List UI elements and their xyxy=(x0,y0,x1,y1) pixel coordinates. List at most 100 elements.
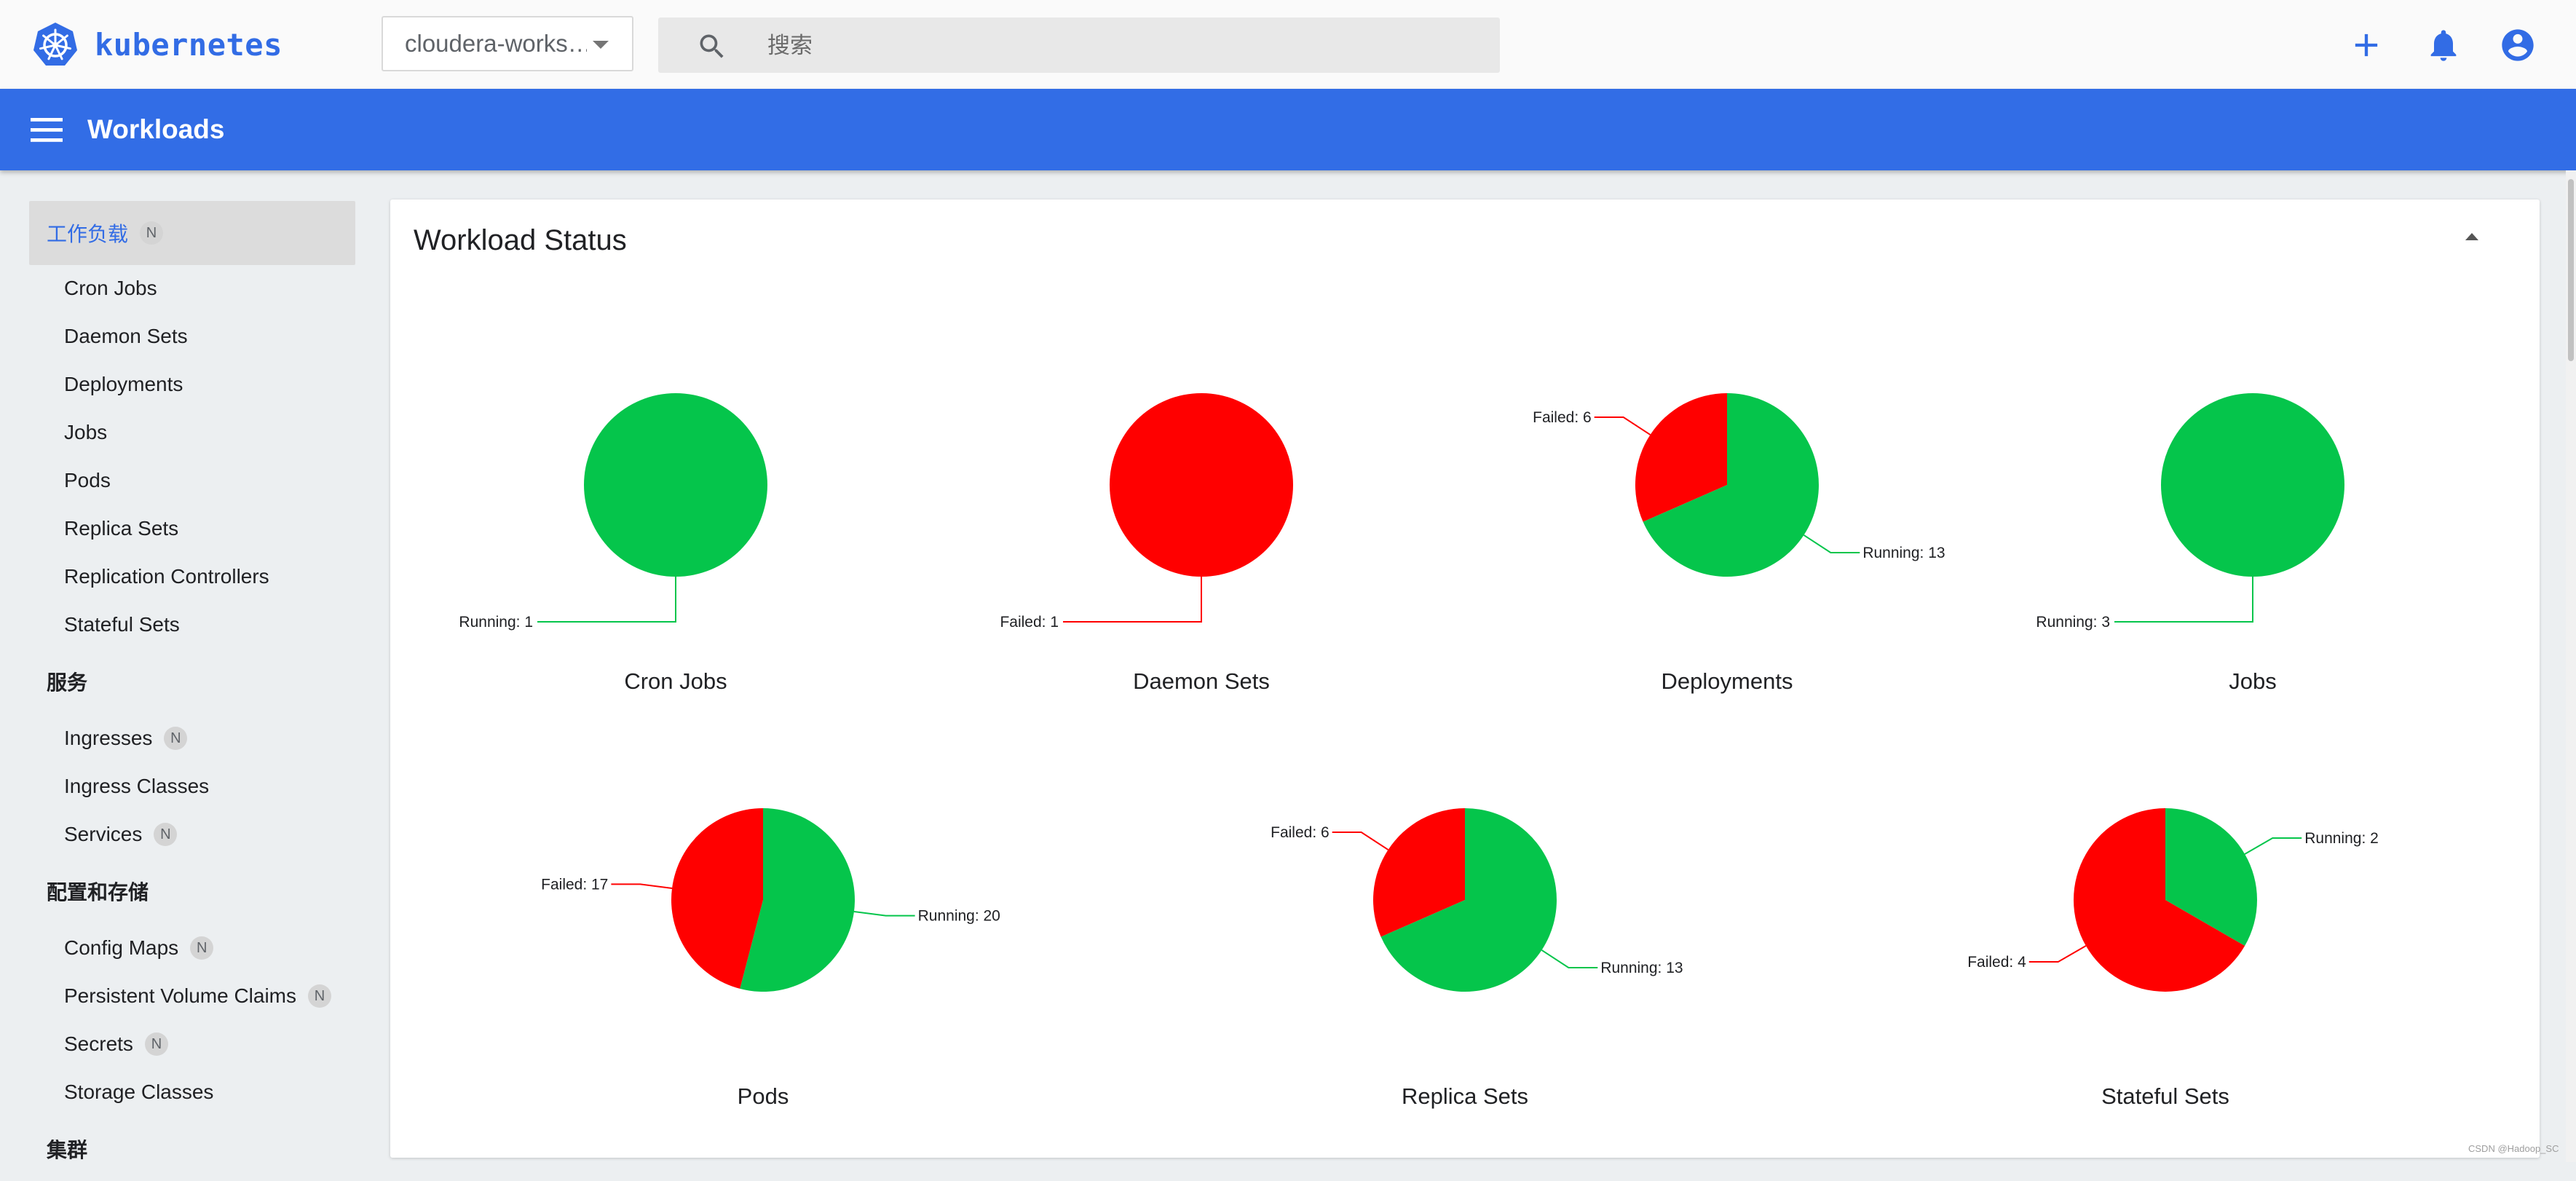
pie-slice-label: Failed: 1 xyxy=(1000,614,1059,631)
pie-chart: Failed: 1 Daemon Sets xyxy=(1000,393,1293,694)
bell-icon[interactable] xyxy=(2425,26,2462,64)
watermark: CSDN @Hadoop_SC xyxy=(2468,1143,2559,1154)
kubernetes-wheel-icon xyxy=(33,23,77,66)
pie-slice-label: Running: 2 xyxy=(2304,830,2379,847)
pie-slice-running[interactable] xyxy=(2161,393,2344,577)
pie-chart: Running: 2 Failed: 4 Stateful Sets xyxy=(1967,808,2379,1109)
sidebar-item-jobs[interactable]: Jobs xyxy=(64,412,107,453)
sidebar-item-label: Pods xyxy=(64,469,111,491)
pie-slice-label: Running: 20 xyxy=(918,908,1000,925)
sidebar-item-replica-sets[interactable]: Replica Sets xyxy=(64,508,178,549)
sidebar-group-workloads[interactable]: 工作负载 N xyxy=(29,201,355,265)
sidebar: 工作负载 N Cron Jobs Daemon Sets Deployments… xyxy=(0,170,386,1162)
pie-slice-running[interactable] xyxy=(2165,808,2257,946)
sidebar-group-label: 工作负载 xyxy=(47,222,129,246)
page-scrollbar[interactable] xyxy=(2566,170,2576,1162)
pie-slice-label: Failed: 6 xyxy=(1271,824,1330,841)
namespaced-badge: N xyxy=(144,1032,168,1056)
pie-slice-failed[interactable] xyxy=(671,808,763,989)
sidebar-item-config-maps[interactable]: Config Maps N xyxy=(64,928,214,968)
sidebar-item-pods[interactable]: Pods xyxy=(64,460,111,501)
sidebar-item-label: Ingress Classes xyxy=(64,775,210,797)
hamburger-menu-icon[interactable] xyxy=(31,115,63,144)
sidebar-item-secrets[interactable]: Secrets N xyxy=(64,1024,168,1065)
sidebar-item-label: Ingresses xyxy=(64,727,153,749)
namespaced-badge: N xyxy=(164,727,188,750)
pie-slice-label: Running: 13 xyxy=(1600,960,1683,976)
pie-slice-failed[interactable] xyxy=(1110,393,1293,577)
sidebar-item-label: Replica Sets xyxy=(64,517,179,540)
pie-slice-label: Running: 13 xyxy=(1862,545,1945,561)
sidebar-item-label: Stateful Sets xyxy=(64,613,180,636)
pie-leader-line xyxy=(537,577,676,623)
sidebar-item-label: Daemon Sets xyxy=(64,325,188,347)
search-icon[interactable] xyxy=(696,31,728,63)
sidebar-group-label: 配置和存储 xyxy=(47,880,149,904)
sidebar-item-cron-jobs[interactable]: Cron Jobs xyxy=(64,268,157,309)
namespaced-badge: N xyxy=(154,823,178,846)
plus-icon[interactable] xyxy=(2347,26,2385,64)
pie-chart: Running: 1 Cron Jobs xyxy=(459,393,767,694)
page-header: Workloads xyxy=(0,89,2576,170)
pie-slice-running[interactable] xyxy=(1643,393,1819,577)
scrollbar-thumb[interactable] xyxy=(2568,179,2574,361)
namespace-select[interactable]: cloudera-works… xyxy=(382,16,633,71)
search-bar xyxy=(658,17,1500,73)
sidebar-item-label: Config Maps xyxy=(64,936,179,959)
pie-slice-label: Failed: 4 xyxy=(1967,954,2026,971)
pie-leader-line xyxy=(1332,832,1389,850)
workload-status-card: Workload Status Running: 1 Cron Jobs Faile… xyxy=(390,200,2540,1158)
pie-slice-label: Running: 1 xyxy=(459,614,533,631)
pie-chart: Running: 13 Failed: 6 Replica Sets xyxy=(1271,808,1683,1109)
pie-slice-failed[interactable] xyxy=(1372,808,1465,937)
pie-chart-title: Stateful Sets xyxy=(2101,1083,2229,1109)
brand-name: kubernetes xyxy=(95,26,283,63)
sidebar-item-stateful-sets[interactable]: Stateful Sets xyxy=(64,604,180,645)
sidebar-item-label: Jobs xyxy=(64,421,108,443)
pie-slice-failed[interactable] xyxy=(2074,808,2245,992)
sidebar-item-label: Replication Controllers xyxy=(64,565,269,588)
sidebar-item-label: Secrets xyxy=(64,1032,133,1055)
sidebar-item-deployments[interactable]: Deployments xyxy=(64,364,183,405)
sidebar-item-storage-classes[interactable]: Storage Classes xyxy=(64,1072,213,1113)
pie-slice-failed[interactable] xyxy=(1635,393,1727,522)
namespaced-badge: N xyxy=(140,221,164,245)
pie-leader-line xyxy=(1803,534,1860,553)
sidebar-group-config-storage[interactable]: 配置和存储 xyxy=(29,859,355,923)
pie-chart: Running: 13 Failed: 6 Deployments xyxy=(1533,393,1945,694)
pie-slice-label: Failed: 17 xyxy=(541,876,608,893)
pie-leader-line xyxy=(1063,577,1202,623)
sidebar-group-label: 服务 xyxy=(47,671,88,695)
sidebar-item-replication-controllers[interactable]: Replication Controllers xyxy=(64,556,269,597)
pie-leader-line xyxy=(2244,837,2302,855)
pie-chart: Running: 3 Jobs xyxy=(2036,393,2344,694)
sidebar-item-ingress-classes[interactable]: Ingress Classes xyxy=(64,766,209,807)
sidebar-group-cluster[interactable]: 集群 xyxy=(29,1117,355,1181)
pie-leader-line xyxy=(2114,577,2253,623)
sidebar-item-daemon-sets[interactable]: Daemon Sets xyxy=(64,316,188,357)
pie-leader-line xyxy=(853,911,915,917)
account-circle-icon[interactable] xyxy=(2499,26,2537,64)
namespace-value: cloudera-works… xyxy=(405,30,587,57)
sidebar-item-label: Storage Classes xyxy=(64,1081,214,1103)
pie-slice-running[interactable] xyxy=(584,393,767,577)
collapse-arrow-icon[interactable] xyxy=(2465,233,2478,240)
sidebar-group-label: 集群 xyxy=(47,1138,88,1162)
pie-slice-running[interactable] xyxy=(1380,808,1557,992)
sidebar-item-label: Persistent Volume Claims xyxy=(64,984,297,1007)
pie-slice-label: Failed: 6 xyxy=(1533,409,1592,426)
sidebar-item-ingresses[interactable]: Ingresses N xyxy=(64,718,188,759)
pie-slice-running[interactable] xyxy=(740,808,856,992)
page-title: Workloads xyxy=(87,114,225,144)
pie-chart-title: Pods xyxy=(738,1083,789,1109)
sidebar-item-services[interactable]: Services N xyxy=(64,814,178,855)
pie-slice-label: Running: 3 xyxy=(2036,614,2110,631)
sidebar-group-services[interactable]: 服务 xyxy=(29,649,355,714)
sidebar-item-persistent-volume-claims[interactable]: Persistent Volume Claims N xyxy=(64,976,332,1016)
pie-chart-title: Cron Jobs xyxy=(624,668,727,694)
pie-chart-title: Jobs xyxy=(2229,668,2276,694)
brand[interactable]: kubernetes xyxy=(32,20,283,68)
pie-chart-title: Replica Sets xyxy=(1402,1083,1528,1109)
workload-status-charts: Running: 1 Cron Jobs Failed: 1 Daemon Sets R… xyxy=(459,393,2379,1109)
search-input[interactable] xyxy=(766,26,1468,66)
